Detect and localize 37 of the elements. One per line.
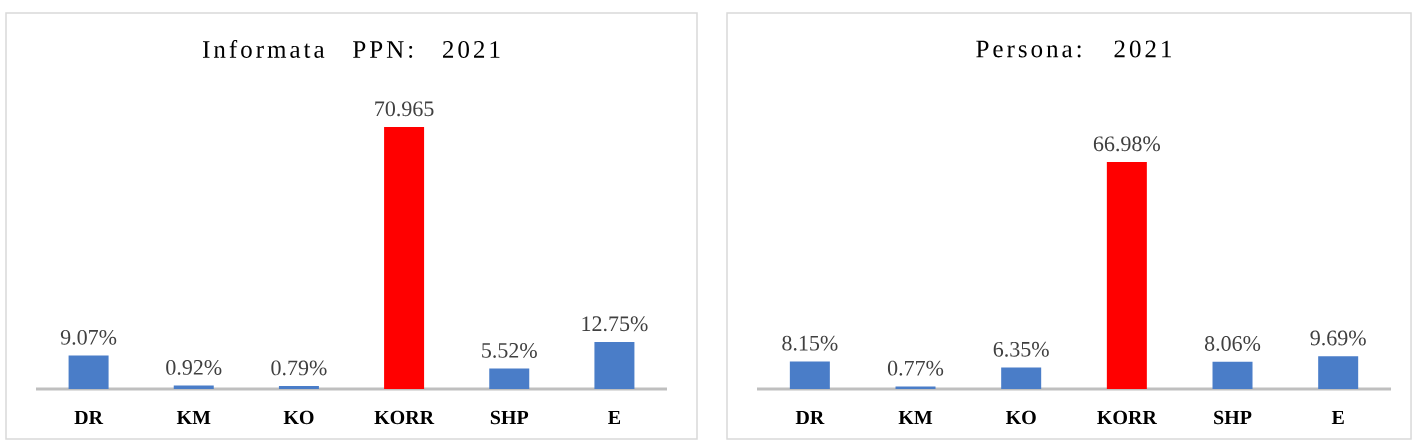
bar: [68, 355, 109, 389]
x-tick-label: KORR: [374, 410, 435, 425]
x-tick-label: DR: [74, 410, 104, 425]
x-tick-label: KM: [898, 410, 933, 424]
data-label: 70.965: [375, 101, 434, 117]
x-tick-label: E: [608, 410, 621, 424]
bar: [384, 127, 425, 389]
x-tick-label: KO: [283, 410, 314, 425]
x-tick-label: KORR: [1097, 410, 1158, 425]
bar: [895, 386, 936, 389]
data-label: 9.69%: [1310, 330, 1366, 346]
data-label: 0.77%: [887, 360, 944, 376]
bar: [1001, 367, 1042, 389]
x-tick-label: SHP: [490, 410, 529, 425]
chart-title: Informata PPN: 2021: [202, 40, 500, 59]
bar: [1318, 356, 1359, 389]
x-tick-label: DR: [795, 410, 825, 425]
data-label: 0.79%: [271, 360, 327, 376]
data-label: 8.15%: [782, 335, 838, 351]
bar: [278, 386, 319, 389]
bar: [594, 341, 635, 389]
bar: [489, 368, 530, 389]
data-label: 8.06%: [1204, 336, 1261, 351]
x-tick-label: KO: [1005, 410, 1036, 425]
data-label: 5.52%: [482, 342, 537, 358]
data-label: 6.35%: [993, 341, 1049, 357]
bar: [789, 361, 830, 389]
x-tick-label: E: [1331, 410, 1344, 424]
chart-title: Persona: 2021: [976, 40, 1171, 58]
bar: [1212, 361, 1253, 389]
data-label: 66.98%: [1093, 136, 1161, 152]
x-tick-label: KM: [176, 410, 211, 424]
data-label: 9.07%: [60, 329, 117, 345]
x-tick-label: SHP: [1214, 410, 1252, 425]
data-label: 12.75%: [582, 316, 648, 332]
data-label: 0.92%: [166, 359, 222, 375]
bar: [1106, 162, 1147, 389]
